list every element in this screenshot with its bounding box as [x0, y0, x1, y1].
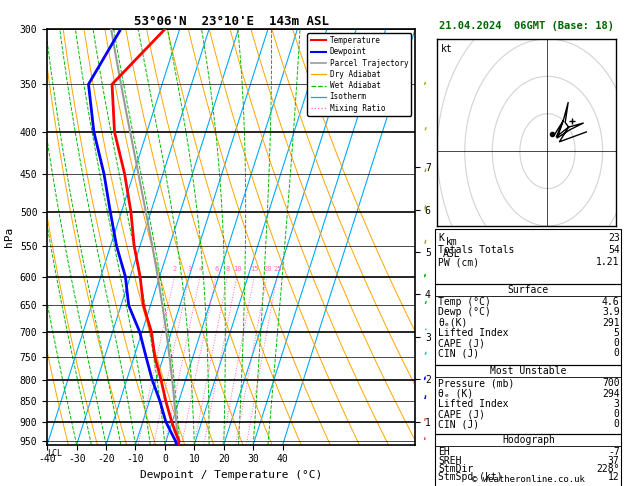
Text: 0: 0 [614, 419, 620, 429]
Text: θₑ (K): θₑ (K) [438, 389, 474, 399]
Text: 4.6: 4.6 [602, 297, 620, 307]
Text: 1.21: 1.21 [596, 258, 620, 267]
Text: 54: 54 [608, 245, 620, 255]
Text: PW (cm): PW (cm) [438, 258, 479, 267]
Text: CIN (J): CIN (J) [438, 348, 479, 358]
Text: EH: EH [438, 448, 450, 457]
Text: Hodograph: Hodograph [502, 435, 555, 445]
Text: CIN (J): CIN (J) [438, 419, 479, 429]
Text: Pressure (mb): Pressure (mb) [438, 379, 515, 388]
Text: Most Unstable: Most Unstable [490, 366, 567, 376]
Text: 291: 291 [602, 318, 620, 328]
Text: 294: 294 [602, 389, 620, 399]
Text: 6: 6 [214, 266, 219, 272]
Text: 37: 37 [608, 456, 620, 466]
Text: Lifted Index: Lifted Index [438, 399, 509, 409]
Text: 0: 0 [614, 338, 620, 348]
Text: 20: 20 [263, 266, 272, 272]
Legend: Temperature, Dewpoint, Parcel Trajectory, Dry Adiabat, Wet Adiabat, Isotherm, Mi: Temperature, Dewpoint, Parcel Trajectory… [308, 33, 411, 116]
Text: CAPE (J): CAPE (J) [438, 338, 486, 348]
Text: -7: -7 [608, 448, 620, 457]
Text: © weatheronline.co.uk: © weatheronline.co.uk [472, 474, 585, 484]
Text: 228°: 228° [596, 464, 620, 474]
Text: StmSpd (kt): StmSpd (kt) [438, 472, 503, 482]
Text: StmDir: StmDir [438, 464, 474, 474]
Text: CAPE (J): CAPE (J) [438, 409, 486, 419]
Text: kt: kt [441, 45, 452, 54]
Text: 21.04.2024  06GMT (Base: 18): 21.04.2024 06GMT (Base: 18) [439, 21, 614, 31]
Text: 5: 5 [614, 328, 620, 338]
Text: Surface: Surface [508, 285, 549, 295]
Text: 4: 4 [199, 266, 203, 272]
Y-axis label: km
ASL: km ASL [443, 237, 460, 259]
Text: 25: 25 [273, 266, 282, 272]
Text: 3: 3 [187, 266, 192, 272]
Text: θₑ(K): θₑ(K) [438, 318, 468, 328]
Text: LCL: LCL [47, 449, 62, 458]
Text: Lifted Index: Lifted Index [438, 328, 509, 338]
Text: Dewp (°C): Dewp (°C) [438, 308, 491, 317]
X-axis label: Dewpoint / Temperature (°C): Dewpoint / Temperature (°C) [140, 470, 322, 480]
Text: 0: 0 [614, 409, 620, 419]
Title: 53°06'N  23°10'E  143m ASL: 53°06'N 23°10'E 143m ASL [133, 15, 329, 28]
Text: 3: 3 [614, 399, 620, 409]
Text: 12: 12 [608, 472, 620, 482]
Text: 10: 10 [233, 266, 242, 272]
Text: SREH: SREH [438, 456, 462, 466]
Text: Temp (°C): Temp (°C) [438, 297, 491, 307]
Text: 8: 8 [226, 266, 230, 272]
Text: Totals Totals: Totals Totals [438, 245, 515, 255]
Y-axis label: hPa: hPa [4, 227, 14, 247]
Text: 3.9: 3.9 [602, 308, 620, 317]
Text: 23: 23 [608, 233, 620, 243]
Text: 15: 15 [250, 266, 259, 272]
Text: 2: 2 [173, 266, 177, 272]
Text: 0: 0 [614, 348, 620, 358]
Text: 700: 700 [602, 379, 620, 388]
Text: K: K [438, 233, 444, 243]
